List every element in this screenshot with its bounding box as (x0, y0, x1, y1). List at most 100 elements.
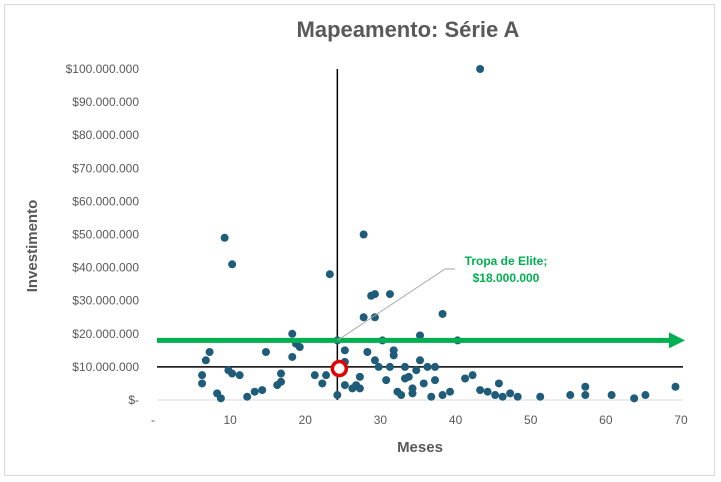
data-point (340, 346, 349, 355)
data-point (431, 376, 440, 385)
data-point (498, 392, 507, 401)
chart-frame (4, 4, 715, 476)
data-point (201, 356, 210, 365)
data-point (325, 270, 334, 279)
data-point (333, 391, 342, 400)
data-point (566, 391, 575, 400)
y-axis-ticks: $- $10.000.000 $20.000.000 $30.000.000 $40.0… (66, 62, 140, 407)
data-point (261, 348, 270, 357)
x-tick-label: 20 (299, 413, 313, 427)
data-point (370, 290, 379, 299)
data-point (416, 331, 424, 340)
y-tick-label: $90.000.000 (72, 95, 139, 109)
annotation-layer: Tropa de Elite; $18.000.000 (157, 254, 685, 378)
data-point (198, 371, 207, 380)
data-point (243, 392, 252, 401)
data-point (408, 384, 417, 393)
y-tick-label: $60.000.000 (72, 194, 139, 208)
x-tick-label: 60 (599, 413, 613, 427)
annotation-label: Tropa de Elite; (465, 254, 548, 268)
data-point (491, 391, 500, 400)
data-point (513, 392, 522, 401)
data-point (581, 382, 590, 391)
data-point (258, 386, 267, 395)
y-tick-label: $30.000.000 (72, 294, 139, 308)
data-point (374, 362, 383, 371)
data-point (228, 260, 237, 269)
data-point (322, 371, 331, 380)
data-point (438, 391, 447, 400)
x-tick-label: 70 (674, 413, 688, 427)
data-point (276, 369, 285, 378)
x-axis-ticks: - 10 20 30 40 50 60 70 (151, 413, 688, 427)
data-point (363, 348, 372, 357)
data-point (671, 382, 680, 391)
data-point (288, 352, 297, 361)
data-point (370, 356, 379, 365)
data-point (370, 313, 379, 322)
data-point (198, 379, 207, 388)
data-point (340, 381, 349, 390)
data-point (250, 387, 259, 396)
data-point (228, 369, 237, 378)
data-point (446, 387, 455, 396)
data-point (235, 371, 244, 380)
annotation-value: $18.000.000 (473, 271, 540, 285)
data-point (288, 329, 297, 338)
x-tick-label: 30 (374, 413, 388, 427)
data-point (607, 391, 616, 400)
data-point (416, 356, 424, 365)
chart-title: Mapeamento: Série A (297, 17, 520, 42)
data-point (404, 372, 413, 381)
reference-lines (157, 69, 683, 401)
data-point (476, 65, 485, 73)
data-point (220, 233, 229, 242)
y-tick-label: $80.000.000 (72, 128, 139, 142)
data-point (483, 387, 492, 396)
data-point (438, 309, 447, 318)
data-point (385, 290, 394, 299)
y-tick-label: $40.000.000 (72, 261, 139, 275)
data-point (355, 384, 364, 393)
data-point (506, 389, 515, 398)
y-tick-label: $70.000.000 (72, 161, 139, 175)
data-point (476, 386, 485, 395)
data-point (295, 343, 304, 352)
data-point (355, 372, 364, 381)
y-tick-label: $10.000.000 (72, 360, 139, 374)
data-points (198, 65, 680, 403)
x-tick-label: - (151, 413, 155, 427)
data-point (385, 362, 394, 371)
data-point (382, 376, 391, 385)
data-point (205, 348, 214, 357)
x-tick-label: 50 (524, 413, 538, 427)
data-point (581, 391, 590, 400)
y-tick-label: $20.000.000 (72, 327, 139, 341)
data-point (494, 379, 503, 388)
data-point (536, 392, 545, 401)
highlight-ring (330, 359, 349, 378)
data-point (431, 362, 440, 371)
data-point (641, 391, 650, 400)
data-point (461, 374, 470, 383)
x-tick-label: 40 (449, 413, 463, 427)
data-point (468, 371, 477, 380)
y-tick-label: $50.000.000 (72, 228, 139, 242)
data-point (318, 379, 327, 388)
data-point (419, 379, 428, 388)
data-point (412, 366, 421, 375)
data-point (359, 230, 368, 239)
data-point (397, 391, 406, 400)
data-point (310, 371, 319, 380)
data-point (400, 362, 409, 371)
x-tick-label: 10 (223, 413, 237, 427)
data-point (359, 313, 368, 322)
data-point (630, 394, 639, 403)
x-axis-title: Meses (397, 439, 443, 456)
arrow-head (669, 332, 685, 349)
annotation-leader-line (337, 268, 455, 341)
data-point (427, 392, 436, 401)
data-point (423, 362, 432, 371)
data-point (276, 377, 285, 386)
